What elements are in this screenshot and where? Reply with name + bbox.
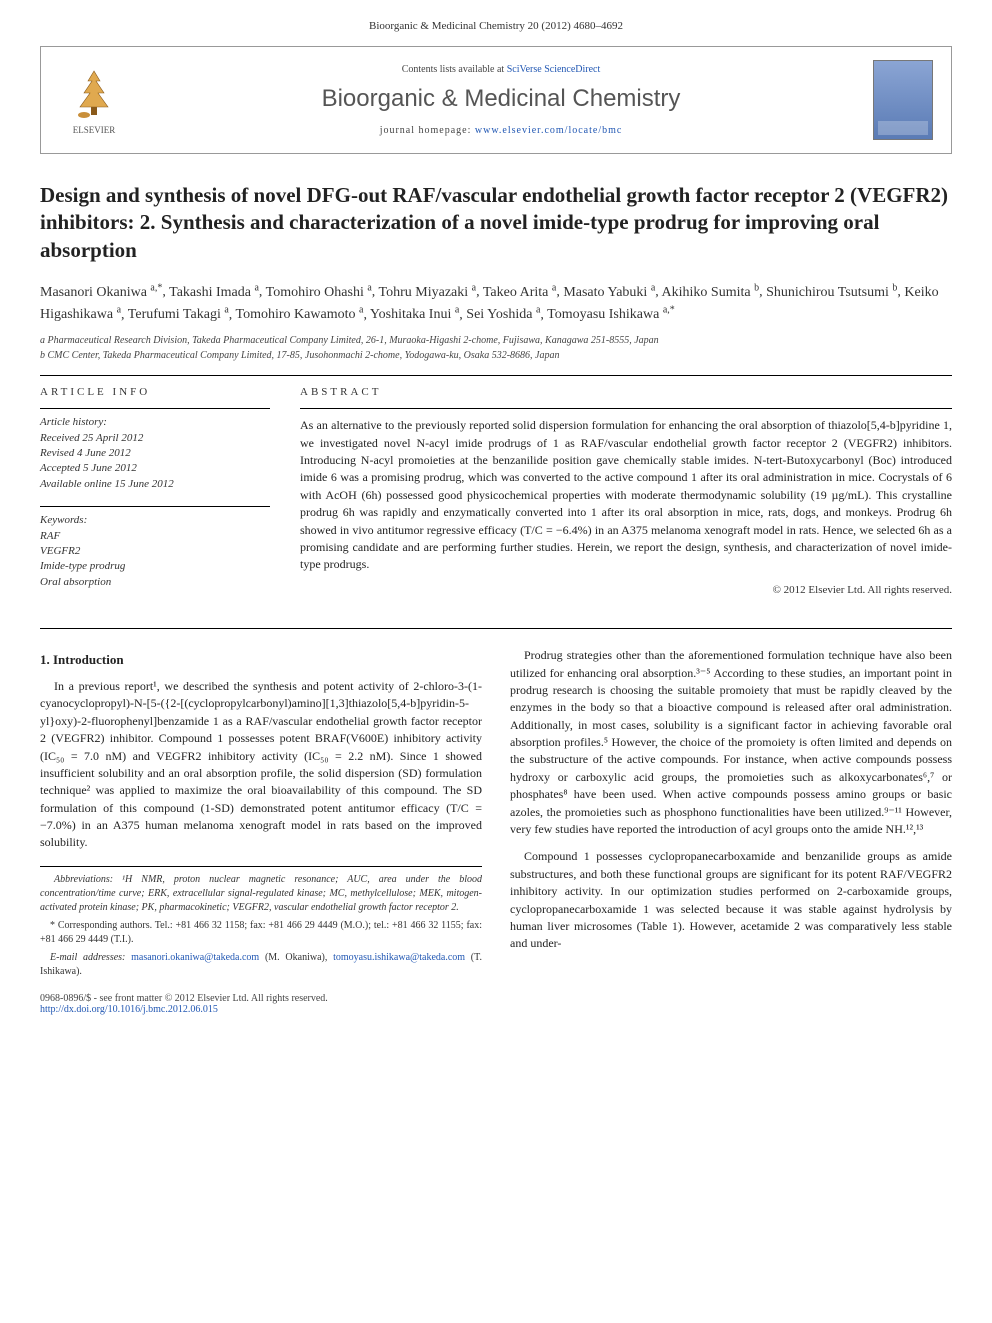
section-heading-intro: 1. Introduction bbox=[40, 651, 482, 670]
article-title: Design and synthesis of novel DFG-out RA… bbox=[40, 182, 952, 264]
journal-header-box: ELSEVIER Contents lists available at Sci… bbox=[40, 46, 952, 154]
body-paragraph: In a previous report¹, we described the … bbox=[40, 678, 482, 852]
article-info-column: ARTICLE INFO Article history: Received 2… bbox=[40, 386, 270, 604]
article-info-head: ARTICLE INFO bbox=[40, 386, 270, 398]
author-list: Masanori Okaniwa a,*, Takashi Imada a, T… bbox=[40, 280, 952, 325]
author: Masanori Okaniwa a,* bbox=[40, 285, 162, 300]
journal-homepage-line: journal homepage: www.elsevier.com/locat… bbox=[129, 125, 873, 136]
email-label: E-mail addresses: bbox=[50, 952, 131, 963]
author: Sei Yoshida a bbox=[466, 307, 540, 322]
author: Yoshitaka Inui a bbox=[370, 307, 459, 322]
elsevier-logo: ELSEVIER bbox=[59, 59, 129, 141]
elsevier-tree-icon bbox=[68, 65, 120, 123]
page-footer: 0968-0896/$ - see front matter © 2012 El… bbox=[40, 993, 952, 1015]
keyword: Oral absorption bbox=[40, 575, 270, 590]
history-line: Received 25 April 2012 bbox=[40, 431, 270, 446]
header-center: Contents lists available at SciVerse Sci… bbox=[129, 64, 873, 136]
author: Tomohiro Ohashi a bbox=[266, 285, 372, 300]
article-history-block: Article history: Received 25 April 2012 … bbox=[40, 408, 270, 492]
email-link[interactable]: masanori.okaniwa@takeda.com bbox=[131, 952, 259, 963]
journal-cover-thumbnail bbox=[873, 60, 933, 140]
author: Terufumi Takagi a bbox=[128, 307, 229, 322]
footer-left: 0968-0896/$ - see front matter © 2012 El… bbox=[40, 993, 328, 1015]
divider bbox=[40, 375, 952, 376]
author: Takashi Imada a bbox=[169, 285, 259, 300]
abstract-column: ABSTRACT As an alternative to the previo… bbox=[300, 386, 952, 604]
publisher-name: ELSEVIER bbox=[73, 125, 116, 135]
front-matter-line: 0968-0896/$ - see front matter © 2012 El… bbox=[40, 993, 328, 1004]
affiliation: b CMC Center, Takeda Pharmaceutical Comp… bbox=[40, 350, 952, 361]
divider bbox=[40, 628, 952, 629]
author: Shunichirou Tsutsumi b bbox=[766, 285, 897, 300]
corresponding-author-footnote: * Corresponding authors. Tel.: +81 466 3… bbox=[40, 919, 482, 947]
affiliation: a Pharmaceutical Research Division, Take… bbox=[40, 335, 952, 346]
history-line: Revised 4 June 2012 bbox=[40, 446, 270, 461]
abstract-text: As an alternative to the previously repo… bbox=[300, 408, 952, 574]
body-paragraph: Prodrug strategies other than the aforem… bbox=[510, 647, 952, 838]
affiliations: a Pharmaceutical Research Division, Take… bbox=[40, 335, 952, 361]
author: Takeo Arita a bbox=[483, 285, 556, 300]
email-link[interactable]: tomoyasu.ishikawa@takeda.com bbox=[333, 952, 465, 963]
abstract-copyright: © 2012 Elsevier Ltd. All rights reserved… bbox=[300, 584, 952, 596]
keywords-subhead: Keywords: bbox=[40, 513, 270, 528]
journal-homepage-link[interactable]: www.elsevier.com/locate/bmc bbox=[475, 125, 622, 136]
author: Tomohiro Kawamoto a bbox=[236, 307, 364, 322]
author: Akihiko Sumita b bbox=[662, 285, 760, 300]
abbreviations-footnote: Abbreviations: ¹H NMR, proton nuclear ma… bbox=[40, 873, 482, 915]
keyword: RAF bbox=[40, 529, 270, 544]
doi-link[interactable]: http://dx.doi.org/10.1016/j.bmc.2012.06.… bbox=[40, 1004, 218, 1015]
info-abstract-row: ARTICLE INFO Article history: Received 2… bbox=[40, 386, 952, 604]
body-two-column: 1. Introduction In a previous report¹, w… bbox=[40, 647, 952, 979]
keyword: VEGFR2 bbox=[40, 544, 270, 559]
keyword: Imide-type prodrug bbox=[40, 559, 270, 574]
history-subhead: Article history: bbox=[40, 415, 270, 430]
email-footnote: E-mail addresses: masanori.okaniwa@taked… bbox=[40, 951, 482, 979]
contents-list-line: Contents lists available at SciVerse Sci… bbox=[129, 64, 873, 75]
author: Tomoyasu Ishikawa a,* bbox=[547, 307, 675, 322]
journal-title: Bioorganic & Medicinal Chemistry bbox=[129, 85, 873, 113]
history-line: Available online 15 June 2012 bbox=[40, 477, 270, 492]
sciencedirect-link[interactable]: SciVerse ScienceDirect bbox=[507, 64, 601, 75]
author: Tohru Miyazaki a bbox=[379, 285, 477, 300]
journal-reference: Bioorganic & Medicinal Chemistry 20 (201… bbox=[40, 20, 952, 32]
author: Masato Yabuki a bbox=[563, 285, 655, 300]
email-who: (M. Okaniwa), bbox=[259, 952, 333, 963]
homepage-prefix: journal homepage: bbox=[380, 125, 475, 136]
history-line: Accepted 5 June 2012 bbox=[40, 461, 270, 476]
contents-prefix: Contents lists available at bbox=[402, 64, 507, 75]
abbrev-text: Abbreviations: ¹H NMR, proton nuclear ma… bbox=[40, 874, 482, 913]
body-paragraph: Compound 1 possesses cyclopropanecarboxa… bbox=[510, 848, 952, 952]
abstract-head: ABSTRACT bbox=[300, 386, 952, 398]
footnotes-block: Abbreviations: ¹H NMR, proton nuclear ma… bbox=[40, 866, 482, 979]
keywords-block: Keywords: RAF VEGFR2 Imide-type prodrug … bbox=[40, 506, 270, 590]
